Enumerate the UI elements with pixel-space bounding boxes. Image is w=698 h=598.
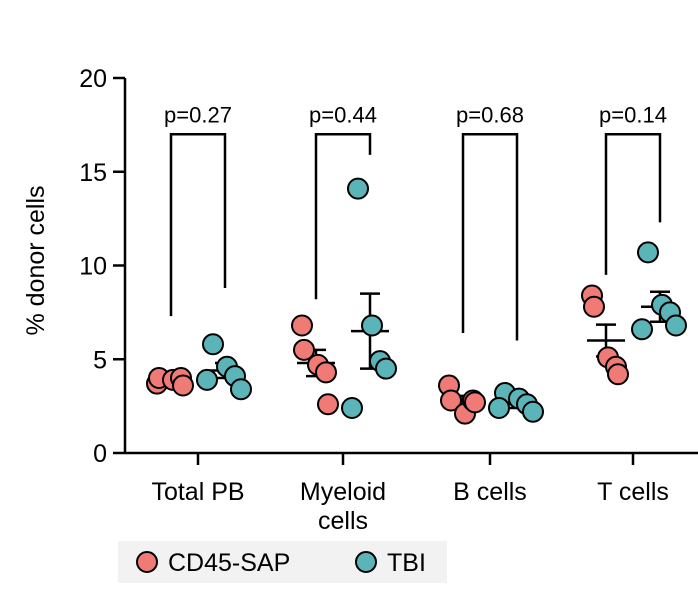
y-tick-label: 20 [79,65,107,93]
data-point-tbi [375,357,397,380]
y-tick-label: 5 [93,346,107,374]
data-point-tbi [341,397,363,419]
data-point-cd45-sap [291,314,313,337]
significance-bracket [604,133,662,275]
data-point-tbi [202,333,224,356]
data-point-tbi [665,314,687,337]
significance-bracket [314,133,372,300]
significance-bracket [461,133,519,341]
axes: % donor cells [22,78,698,455]
x-tick-label: B cells [453,478,527,506]
y-tick-label: 10 [79,253,107,281]
legend-marker-cd45-sap [136,551,158,573]
legend-marker-tbi [355,551,377,573]
data-point-tbi [637,241,659,264]
legend-box [118,541,447,583]
data-point-cd45-sap [607,363,629,386]
y-tick-label: 15 [79,159,107,187]
significance-brackets: p=0.27 p=0.44 p=0.68 p=0.14 [164,102,667,341]
legend-label: TBI [387,549,426,577]
data-point-cd45-sap [464,391,486,414]
x-tick-label: Myeloid [300,478,386,506]
data-point-tbi [196,368,218,391]
data-point-cd45-sap [440,389,462,412]
p-value-label: p=0.44 [309,102,377,127]
y-tick-label: 0 [93,440,107,468]
data-point-cd45-sap [293,338,315,361]
x-tick-label: T cells [597,478,669,506]
p-value-label: p=0.27 [164,102,232,127]
data-point-tbi [488,397,510,419]
significance-bracket [169,133,227,317]
data-point-tbi [347,177,369,200]
p-value-label: p=0.68 [456,102,524,127]
data-point-cd45-sap [317,393,339,416]
data-point-tbi [230,378,252,401]
data-point-tbi [361,314,383,337]
data-point-tbi [522,400,544,423]
y-axis-label: % donor cells [22,185,50,335]
x-tick-label: Total PB [151,478,244,506]
data-point-cd45-sap [315,361,337,384]
x-tick-label: cells [318,507,368,535]
data-point-cd45-sap [583,295,605,318]
p-value-label: p=0.14 [599,102,667,127]
legend: CD45-SAP TBI [118,541,447,583]
data-points [146,177,687,425]
data-point-tbi [631,318,653,341]
data-point-cd45-sap [172,374,194,397]
y-ticks: 0 5 10 15 20 [79,65,125,468]
legend-label: CD45-SAP [168,549,290,577]
